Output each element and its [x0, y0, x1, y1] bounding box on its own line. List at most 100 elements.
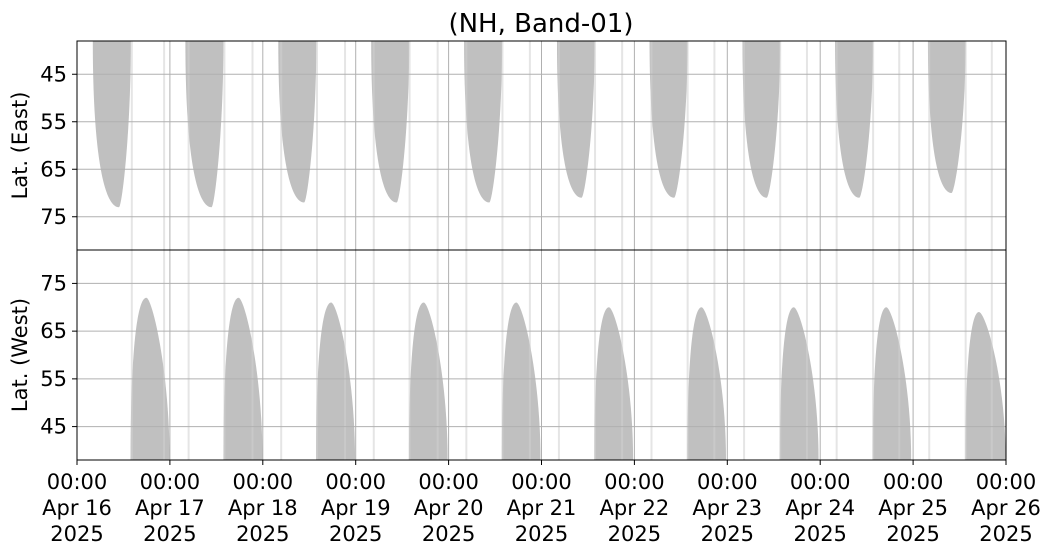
west-pass-stripe-3 — [187, 250, 190, 460]
west-coverage-lobe-6 — [594, 307, 634, 460]
east-y-tick-label-4: 75 — [40, 205, 67, 229]
east-pass-stripe-22 — [779, 41, 782, 250]
east-coverage-lobe-1 — [92, 41, 131, 208]
x-tick-label-11: 00:00 Apr 26 2025 — [971, 470, 1041, 546]
east-coverage-lobe-2 — [185, 41, 224, 208]
west-pass-stripe-22 — [779, 250, 782, 460]
west-pass-stripe-7 — [315, 250, 318, 460]
west-pass-stripe-12 — [465, 250, 468, 460]
east-pass-stripe-16 — [594, 41, 597, 250]
x-tick-label-7: 00:00 Apr 22 2025 — [600, 470, 670, 546]
east-pass-stripe-18 — [650, 41, 653, 250]
west-pass-stripe-23 — [805, 250, 808, 460]
x-tick-label-9: 00:00 Apr 24 2025 — [785, 470, 855, 546]
x-axis: 00:00 Apr 16 2025 00:00 Apr 17 2025 00:00 Apr 1… — [42, 460, 1041, 546]
west-pass-stripe-5 — [251, 250, 254, 460]
east-pass-stripe-26 — [898, 41, 901, 250]
east-pass-stripe-9 — [372, 41, 375, 250]
west-pass-stripe-24 — [835, 250, 838, 460]
east-pass-stripe-29 — [990, 41, 993, 250]
east-y-axis-label: Lat. (East) — [8, 92, 32, 200]
west-coverage-lobe-7 — [687, 307, 727, 460]
west-pass-stripe-20 — [713, 250, 716, 460]
x-tick-label-2: 00:00 Apr 17 2025 — [135, 470, 205, 546]
east-pass-stripe-4 — [223, 41, 226, 250]
east-pass-stripe-8 — [344, 41, 347, 250]
chart-title: (NH, Band-01) — [448, 9, 633, 39]
x-tick-label-5: 00:00 Apr 20 2025 — [414, 470, 484, 546]
east-pass-stripe-20 — [713, 41, 716, 250]
east-pass-stripe-14 — [528, 41, 531, 250]
west-pass-stripe-11 — [436, 250, 439, 460]
west-pass-stripe-10 — [408, 250, 411, 460]
west-pass-stripe-16 — [594, 250, 597, 460]
x-tick-label-4: 00:00 Apr 19 2025 — [321, 470, 391, 546]
east-pass-stripe-6 — [280, 41, 283, 250]
west-pass-stripe-2 — [163, 250, 166, 460]
west-pass-stripe-6 — [280, 250, 283, 460]
x-tick-label-10: 00:00 Apr 25 2025 — [878, 470, 948, 546]
west-pass-stripe-4 — [223, 250, 226, 460]
east-pass-stripe-19 — [686, 41, 689, 250]
west-pass-stripe-18 — [650, 250, 653, 460]
x-tick-label-6: 00:00 Apr 21 2025 — [507, 470, 577, 546]
west-y-axis-label: Lat. (West) — [8, 298, 32, 412]
west-pass-stripe-17 — [621, 250, 624, 460]
east-y-tick-label-2: 55 — [40, 110, 67, 134]
west-plot-area — [130, 250, 1006, 460]
east-pass-stripe-3 — [187, 41, 190, 250]
west-coverage-lobe-9 — [872, 307, 912, 460]
east-pass-stripe-23 — [805, 41, 808, 250]
east-pass-stripe-27 — [928, 41, 931, 250]
east-pass-stripe-7 — [315, 41, 318, 250]
east-coverage-lobe-6 — [556, 41, 595, 198]
x-tick-label-1: 00:00 Apr 16 2025 — [42, 470, 112, 546]
east-pass-stripe-17 — [621, 41, 624, 250]
east-pass-stripe-10 — [408, 41, 411, 250]
east-coverage-lobe-8 — [742, 41, 781, 198]
east-coverage-lobe-9 — [835, 41, 874, 198]
west-coverage-lobe-8 — [779, 307, 819, 460]
east-y-tick-label-1: 45 — [40, 62, 67, 86]
west-coverage-lobe-10 — [965, 312, 1006, 460]
west-pass-stripe-29 — [990, 250, 993, 460]
west-panel: 45 55 65 75 Lat. (West) — [8, 249, 1007, 461]
east-coverage-lobe-7 — [649, 41, 688, 198]
east-plot-area — [92, 41, 993, 250]
east-coverage-lobe-10 — [927, 41, 966, 193]
west-y-tick-label-2: 55 — [40, 367, 67, 391]
west-coverage-lobe-3 — [316, 302, 356, 460]
west-pass-stripe-13 — [501, 250, 504, 460]
east-pass-stripe-21 — [743, 41, 746, 250]
east-pass-stripe-24 — [835, 41, 838, 250]
west-y-tick-label-1: 45 — [40, 415, 67, 439]
east-pass-stripe-11 — [436, 41, 439, 250]
west-pass-stripe-27 — [928, 250, 931, 460]
x-tick-label-8: 00:00 Apr 23 2025 — [692, 470, 762, 546]
west-pass-stripe-26 — [898, 250, 901, 460]
east-pass-stripe-2 — [163, 41, 166, 250]
east-pass-stripe-12 — [465, 41, 468, 250]
west-coverage-lobe-4 — [408, 302, 448, 460]
east-pass-stripe-25 — [872, 41, 875, 250]
east-pass-stripe-15 — [557, 41, 560, 250]
west-pass-stripe-28 — [964, 250, 967, 460]
west-coverage-lobe-5 — [501, 302, 541, 460]
west-pass-stripe-8 — [344, 250, 347, 460]
x-tick-label-3: 00:00 Apr 18 2025 — [228, 470, 298, 546]
west-pass-stripe-14 — [528, 250, 531, 460]
west-pass-stripe-19 — [686, 250, 689, 460]
east-pass-stripe-28 — [964, 41, 967, 250]
west-pass-stripe-1 — [130, 250, 133, 460]
west-y-tick-label-4: 75 — [40, 271, 67, 295]
east-pass-stripe-5 — [251, 41, 254, 250]
east-pass-stripe-13 — [501, 41, 504, 250]
east-pass-stripe-1 — [130, 41, 133, 250]
west-y-tick-label-3: 65 — [40, 319, 67, 343]
west-pass-stripe-25 — [872, 250, 875, 460]
east-y-tick-label-3: 65 — [40, 157, 67, 181]
west-pass-stripe-21 — [743, 250, 746, 460]
west-pass-stripe-15 — [557, 250, 560, 460]
east-panel: 45 55 65 75 Lat. (East) — [8, 40, 1007, 251]
